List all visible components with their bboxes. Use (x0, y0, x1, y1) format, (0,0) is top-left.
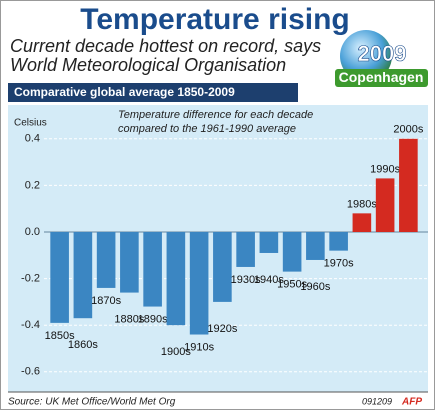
section-bar (8, 83, 298, 102)
y-tick-label: -0.2 (21, 273, 40, 285)
y-tick-label: -0.4 (21, 319, 40, 331)
annotation: compared to the 1961-1990 average (118, 123, 296, 135)
y-axis-label: Celsius (14, 118, 47, 129)
subtitle: Current decade hottest on record, says (10, 36, 321, 56)
x-tick-label: 1930s (231, 274, 261, 286)
x-tick-label: 1940s (254, 274, 284, 286)
bar (329, 232, 348, 251)
x-tick-label: 1860s (68, 339, 98, 351)
bar (189, 232, 209, 335)
x-tick-label: 1870s (91, 295, 121, 307)
bar (352, 213, 372, 232)
y-tick-label: 0.0 (25, 226, 40, 238)
x-tick-label: 1880s (114, 313, 144, 325)
x-tick-label: 1960s (300, 281, 330, 293)
x-tick-label: 1900s (161, 346, 191, 358)
bar (236, 232, 255, 267)
bar (73, 232, 93, 319)
date: 091209 (362, 396, 392, 406)
bar (166, 232, 186, 326)
bar (96, 232, 116, 288)
y-tick-label: 0.2 (25, 179, 40, 191)
bar (375, 178, 395, 232)
x-tick-label: 2000s (393, 124, 423, 136)
y-tick-label: 0.4 (25, 133, 40, 145)
x-tick-label: 1920s (207, 323, 237, 335)
bar (213, 232, 232, 302)
x-tick-label: 1950s (277, 279, 307, 291)
x-tick-label: 1980s (347, 198, 377, 210)
x-tick-label: 1890s (138, 313, 168, 325)
x-tick-label: 1910s (184, 341, 214, 353)
bar (50, 232, 69, 323)
y-tick-label: -0.6 (21, 366, 40, 378)
chart-title: Temperature rising (80, 3, 350, 36)
x-tick-label: 1970s (324, 258, 354, 270)
subtitle: World Meteorological Organisation (10, 55, 286, 75)
logo-banner (335, 69, 428, 87)
x-tick-label: 1850s (45, 330, 75, 342)
x-tick-label: 1990s (370, 163, 400, 175)
logo-year: 2009 (358, 41, 407, 66)
agency: AFP (401, 397, 422, 408)
bar (120, 232, 139, 293)
annotation: Temperature difference for each decade (118, 109, 313, 121)
section-label: Comparative global average 1850-2009 (14, 85, 235, 99)
logo-name: Copenhagen (339, 69, 424, 85)
bar (259, 232, 279, 253)
bar (399, 138, 418, 232)
bar (282, 232, 302, 272)
bar (143, 232, 162, 307)
source: Source: UK Met Office/World Met Org (8, 397, 176, 408)
bar (306, 232, 325, 260)
